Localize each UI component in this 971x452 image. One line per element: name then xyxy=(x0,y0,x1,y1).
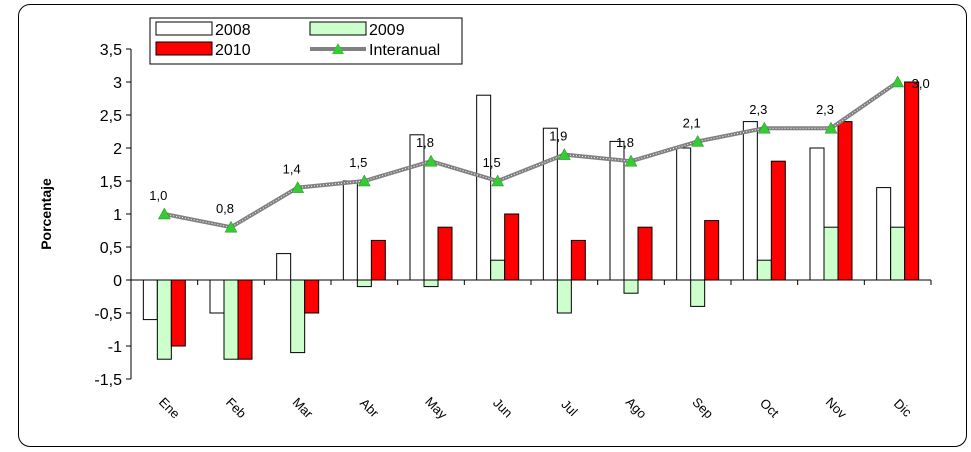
interanual-line-texture xyxy=(164,81,898,228)
interanual-marker xyxy=(691,134,705,147)
bar-2010 xyxy=(704,220,720,281)
y-tick-label: 0 xyxy=(113,273,122,290)
bar-2009 xyxy=(623,279,639,294)
x-category-label: Nov xyxy=(823,394,850,421)
interanual-marker xyxy=(624,154,638,167)
x-category-label: Ene xyxy=(156,394,183,421)
bar-2008 xyxy=(142,279,158,321)
bar-2009 xyxy=(756,259,772,281)
y-tick-label: -1,5 xyxy=(94,372,122,389)
interanual-marker xyxy=(291,181,305,193)
y-tick-label: 1,5 xyxy=(100,174,122,191)
x-category-label: Dic xyxy=(891,396,915,420)
y-tick-label: 3,5 xyxy=(100,42,122,59)
legend-swatch-marker xyxy=(332,43,344,54)
bar-2010 xyxy=(637,226,653,281)
bar-2008 xyxy=(676,147,692,281)
bar-2009 xyxy=(423,279,439,288)
chart-frame xyxy=(18,4,967,447)
bar-2009 xyxy=(556,279,572,314)
bar-2008 xyxy=(542,127,558,281)
legend-label: 2010 xyxy=(215,42,251,59)
interanual-data-label: 3,0 xyxy=(912,76,930,91)
legend-swatch-2009 xyxy=(309,21,367,36)
x-category-label: Sep xyxy=(689,394,716,421)
interanual-data-label: 1,8 xyxy=(416,135,434,150)
x-category-label: Ago xyxy=(623,394,650,421)
interanual-data-label: 1,9 xyxy=(549,129,567,144)
bar-2010 xyxy=(837,121,853,281)
bar-2008 xyxy=(876,187,892,281)
y-tick-label: 2 xyxy=(113,141,122,158)
legend: 2008 2009 2010 Interanual xyxy=(149,17,463,65)
interanual-data-label: 1,0 xyxy=(149,188,167,203)
bar-2010 xyxy=(237,279,253,360)
bar-2009 xyxy=(890,226,906,281)
interanual-data-label: 1,8 xyxy=(616,135,634,150)
bar-2008 xyxy=(742,121,758,281)
interanual-data-label: 2,1 xyxy=(683,115,701,130)
bar-2008 xyxy=(809,147,825,281)
interanual-marker xyxy=(824,121,838,134)
bar-2008 xyxy=(342,180,358,281)
legend-label: 2008 xyxy=(215,22,251,39)
interanual-marker xyxy=(891,75,905,88)
x-category-label: Oct xyxy=(757,395,782,420)
x-category-label: Jun xyxy=(490,395,515,420)
bar-2008 xyxy=(476,94,492,281)
interanual-marker xyxy=(757,121,771,134)
bar-2009 xyxy=(823,226,839,281)
y-axis-label: Porcentaje xyxy=(38,178,54,250)
interanual-data-label: 0,8 xyxy=(216,201,234,216)
interanual-data-label: 1,5 xyxy=(483,155,501,170)
y-tick-label: 1 xyxy=(113,207,122,224)
bar-2010 xyxy=(304,279,320,314)
x-category-label: Jul xyxy=(558,397,580,419)
bar-2010 xyxy=(170,279,186,347)
bar-2009 xyxy=(490,259,506,281)
interanual-data-label: 2,3 xyxy=(816,102,834,117)
bar-2010 xyxy=(504,213,520,281)
plot-area: -1,5 -1 -0,5 0 0,5 1 1,5 2 2,5 3 3,5 Ene Feb Mar Abr Ma… xyxy=(94,42,932,422)
y-tick-label: -1 xyxy=(108,339,122,356)
interanual-marker xyxy=(491,174,505,187)
interanual-marker xyxy=(357,174,371,187)
interanual-marker xyxy=(424,154,438,167)
legend-swatch-2010 xyxy=(155,41,213,56)
bar-2008 xyxy=(209,279,225,314)
legend-swatch-2008 xyxy=(155,21,213,36)
y-tick-label: 2,5 xyxy=(100,108,122,125)
x-category-label: Abr xyxy=(357,395,382,420)
interanual-marker xyxy=(157,207,171,220)
interanual-marker xyxy=(224,220,238,233)
bar-2009 xyxy=(290,279,306,354)
bar-2008 xyxy=(609,140,625,281)
interanual-data-label: 2,3 xyxy=(749,102,767,117)
bar-2009 xyxy=(156,279,172,360)
x-category-label: Mar xyxy=(290,395,317,422)
interanual-line xyxy=(163,80,899,230)
interanual-data-label: 1,4 xyxy=(283,162,301,177)
bar-2010 xyxy=(770,160,786,281)
bar-2010 xyxy=(904,81,920,281)
x-category-label: May xyxy=(422,394,450,422)
y-tick-label: 3 xyxy=(113,75,122,92)
x-category-label: Feb xyxy=(223,395,249,421)
bar-2009 xyxy=(356,279,372,288)
bar-2010 xyxy=(437,226,453,281)
bar-2010 xyxy=(570,239,586,281)
interanual-marker xyxy=(557,148,571,160)
bar-2008 xyxy=(409,134,425,281)
y-tick-label: -0,5 xyxy=(94,306,122,323)
y-tick-label: 0,5 xyxy=(100,240,122,257)
legend-label: 2009 xyxy=(369,22,405,39)
interanual-data-label: 1,5 xyxy=(349,155,367,170)
bar-2009 xyxy=(690,279,706,307)
bar-2010 xyxy=(370,239,386,281)
legend-label: Interanual xyxy=(369,42,440,59)
bar-2009 xyxy=(223,279,239,360)
bar-2008 xyxy=(276,253,292,281)
